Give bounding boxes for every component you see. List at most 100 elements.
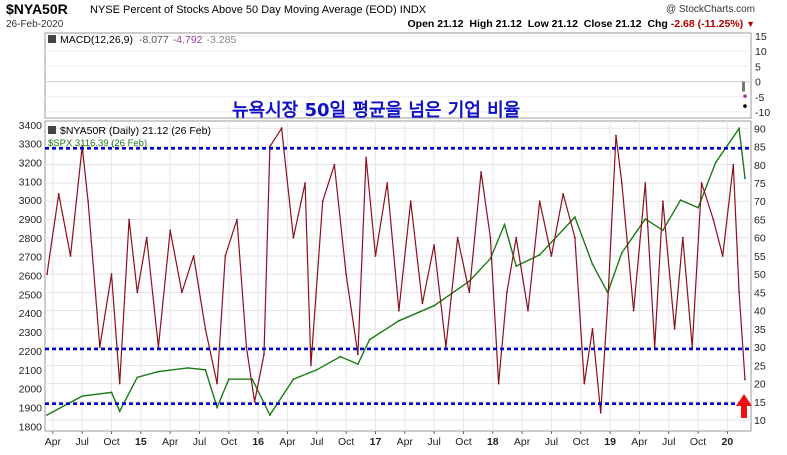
spx-point xyxy=(538,253,541,256)
nya50r-axis: 90 85 80 75 70 65 60 55 50 45 40 35 30 25 20 15 10 xyxy=(754,123,766,427)
nya50r-point xyxy=(110,273,113,276)
macd-legend-label: MACD(12,26,9) xyxy=(60,34,133,46)
macd-axis: 15 10 5 0 -5 -10 xyxy=(755,31,770,119)
chg-value: -2.68 (-11.25%) xyxy=(670,18,744,30)
spx-point xyxy=(204,368,207,371)
spx-point xyxy=(216,406,219,409)
spx-point xyxy=(697,206,699,209)
spx-point xyxy=(573,216,576,219)
time-axis: Apr Jul Oct 15 Apr Jul Oct 16 Apr Jul Oct 17 Apr Jul O… xyxy=(45,431,734,448)
nya50r-point xyxy=(304,182,306,184)
spx-point xyxy=(157,370,160,373)
chg-label: Chg xyxy=(647,18,668,30)
nya50r-point xyxy=(409,200,412,203)
nya50r-point xyxy=(181,291,183,294)
x-tick-label: Apr xyxy=(514,436,531,448)
nya50r-point xyxy=(538,200,541,203)
nya50r-point xyxy=(599,411,602,414)
left-tick-label: 2000 xyxy=(19,384,43,396)
nya50r-point xyxy=(345,273,348,276)
nya50r-point xyxy=(661,200,664,203)
x-tick-label: Jul xyxy=(427,436,440,448)
macd-legend: MACD(12,26,9) -8.077 -4.792 -3.285 xyxy=(48,34,236,46)
left-tick-label: 2300 xyxy=(19,327,43,339)
nya50r-point xyxy=(421,302,424,305)
spx-point xyxy=(489,257,492,260)
stockcharts-logo: @ StockCharts.com xyxy=(665,4,755,15)
symbol-title: $NYA50R xyxy=(6,1,68,17)
macd-tick-label: 15 xyxy=(755,31,767,43)
close-label: Close xyxy=(583,18,613,30)
spx-point xyxy=(110,391,113,394)
right-tick-label: 30 xyxy=(754,342,766,354)
nya50r-point xyxy=(169,229,172,232)
spx-point xyxy=(315,368,318,371)
series-layer xyxy=(46,126,746,417)
x-tick-label: Oct xyxy=(690,436,706,448)
right-tick-label: 70 xyxy=(754,196,766,208)
nya50r-point xyxy=(573,236,576,239)
spx-point xyxy=(356,363,359,366)
nya50r-point xyxy=(118,382,121,385)
x-tick-label: 20 xyxy=(722,436,734,448)
left-tick-label: 2400 xyxy=(19,308,43,320)
spx-point xyxy=(679,199,682,202)
nya50r-point xyxy=(145,236,148,239)
nya50r-point xyxy=(98,346,101,349)
nya50r-point xyxy=(497,382,500,385)
main-legend: $NYA50R (Daily) 21.12 (26 Feb) $SPX 3116… xyxy=(48,125,211,149)
x-tick-label: Apr xyxy=(45,436,62,448)
right-tick-label: 25 xyxy=(754,360,766,372)
spx-point xyxy=(81,395,84,398)
x-tick-label: 18 xyxy=(487,436,499,448)
x-tick-label: Oct xyxy=(103,436,119,448)
spx-point xyxy=(398,319,400,322)
macd-histogram-bar xyxy=(742,81,745,92)
macd-tick-label: -5 xyxy=(755,92,764,104)
left-tick-label: 2900 xyxy=(19,214,43,226)
x-tick-label: Apr xyxy=(397,436,414,448)
nya50r-point xyxy=(606,302,609,305)
right-tick-label: 20 xyxy=(754,379,766,391)
macd-series xyxy=(742,81,747,108)
x-tick-label: Apr xyxy=(162,436,179,448)
spx-axis: 3400 3300 3200 3100 3000 2900 2800 2700 2600 2500… xyxy=(19,120,43,434)
macd-line-point xyxy=(743,104,747,108)
macd-legend-swatch xyxy=(48,35,56,43)
nya50r-point xyxy=(583,382,586,385)
x-tick-label: Apr xyxy=(279,436,296,448)
right-tick-label: 40 xyxy=(754,306,766,318)
nya50r-point xyxy=(69,255,72,257)
right-tick-label: 60 xyxy=(754,233,766,245)
low-value: 21.12 xyxy=(551,18,578,30)
nya50r-point xyxy=(444,346,447,349)
nya50r-point xyxy=(81,145,84,148)
chart-date: 26-Feb-2020 xyxy=(6,19,64,30)
x-tick-label: 16 xyxy=(252,436,264,448)
left-tick-label: 1900 xyxy=(19,402,43,414)
nya50r-point xyxy=(712,218,715,221)
main-panel-frame xyxy=(44,120,752,432)
macd-grid xyxy=(45,35,751,113)
right-tick-label: 45 xyxy=(754,287,766,299)
nya50r-point xyxy=(245,346,248,349)
nya50r-point xyxy=(468,291,471,294)
nya50r-point xyxy=(515,236,518,239)
spx-point xyxy=(433,304,436,307)
nya50r-point xyxy=(632,309,635,312)
nya50r-point xyxy=(700,182,703,184)
nya50r-point xyxy=(744,378,746,381)
nya50r-point xyxy=(87,200,89,203)
red-up-arrow-icon xyxy=(736,394,752,418)
left-tick-label: 2700 xyxy=(19,252,43,264)
nya50r-line xyxy=(46,126,746,413)
spx-point xyxy=(620,252,623,254)
legend-spx: $SPX 3116.39 (26 Feb) xyxy=(48,138,147,149)
spx-point xyxy=(714,161,717,164)
x-tick-label: Oct xyxy=(455,436,471,448)
x-tick-label: Jul xyxy=(193,436,206,448)
nya50r-point xyxy=(356,353,359,356)
macd-value-1: -8.077 xyxy=(139,34,169,46)
x-tick-label: Apr xyxy=(631,436,648,448)
